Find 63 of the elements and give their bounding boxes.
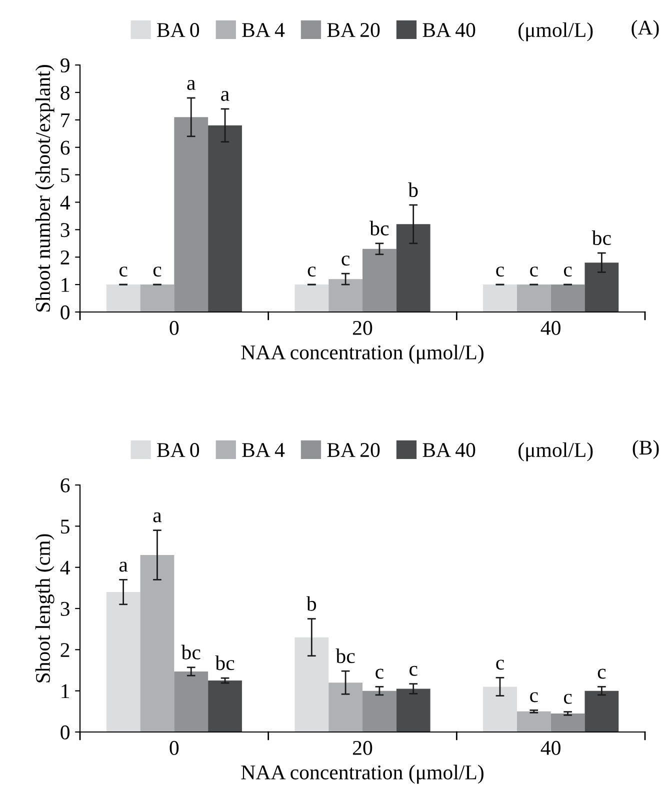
data-label: a	[187, 80, 196, 90]
legend-label: BA 20	[327, 23, 380, 38]
data-label: c	[410, 666, 418, 676]
data-label: c	[376, 668, 384, 679]
y-tick-label: 1	[62, 684, 70, 698]
y-tick-label: 8	[60, 86, 70, 100]
y-tick-label: 3	[60, 223, 70, 238]
text: (B)	[632, 440, 659, 459]
data-label: bc	[336, 648, 355, 664]
data-label: c	[598, 668, 606, 679]
data-label: c	[564, 694, 572, 704]
legend-label: BA 40	[422, 23, 476, 38]
data-label: bc	[592, 230, 611, 246]
x-tick-label: 20	[353, 320, 372, 335]
legend-title: (μmol/L)	[518, 442, 593, 462]
y-tick-label: 5	[61, 168, 70, 182]
legend-label: BA 20	[327, 443, 380, 458]
data-label: a	[119, 562, 128, 572]
x-tick-label: 0	[170, 320, 179, 335]
y-tick-label: 7	[61, 113, 70, 128]
data-label: c	[308, 266, 316, 277]
y-tick-label: 2	[60, 643, 70, 657]
data-label: bc	[215, 655, 234, 670]
data-label: c	[153, 266, 162, 277]
legend-label: BA 4	[242, 23, 285, 37]
data-label: b	[408, 182, 418, 198]
data-label: a	[221, 90, 230, 101]
legend-label: BA 0	[157, 443, 200, 458]
y-tick-label: 2	[60, 250, 70, 264]
y-tick-label: 5	[61, 520, 70, 534]
legend-label: BA 40	[422, 443, 476, 458]
y-tick-label: 1	[62, 278, 70, 292]
y-tick-label: 4	[60, 196, 70, 210]
y-tick-label: 3	[60, 602, 70, 616]
x-tick-label: 0	[170, 740, 179, 755]
y-tick-label: 6	[60, 478, 70, 492]
data-label: c	[342, 256, 350, 266]
data-label: a	[153, 512, 162, 522]
data-label: c	[496, 660, 504, 670]
data-label: c	[496, 266, 504, 277]
legend-label: BA 0	[157, 23, 200, 38]
x-axis-title: NAA concentration (μmol/L)	[241, 344, 484, 364]
y-tick-label: 4	[60, 560, 70, 575]
legend-label: BA 4	[242, 443, 285, 457]
data-label: bc	[370, 220, 389, 236]
y-axis-title: Shoot length (cm)	[35, 534, 54, 682]
text: (A)	[632, 20, 659, 39]
x-tick-label: 40	[540, 320, 560, 335]
y-tick-label: 6	[60, 140, 70, 155]
y-axis-title: Shoot number (shoot/explant)	[35, 65, 54, 312]
y-tick-label: 0	[60, 725, 70, 740]
data-label: bc	[181, 644, 200, 660]
y-tick-label: 0	[60, 305, 70, 320]
data-label: c	[119, 266, 128, 277]
data-label: c	[564, 266, 572, 277]
x-axis-title: NAA concentration (μmol/L)	[241, 764, 484, 784]
legend-title: (μmol/L)	[518, 22, 593, 42]
data-label: b	[306, 596, 316, 611]
data-label: c	[530, 692, 538, 702]
x-tick-label: 20	[353, 740, 372, 755]
y-tick-label: 9	[60, 58, 70, 72]
data-label: c	[530, 266, 538, 277]
x-tick-label: 40	[540, 740, 560, 755]
